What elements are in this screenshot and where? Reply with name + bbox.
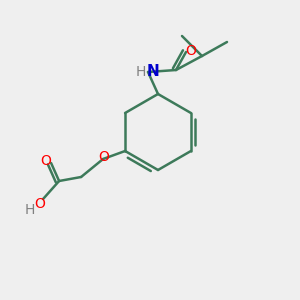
Text: H: H	[136, 65, 146, 79]
Text: O: O	[35, 197, 46, 211]
Text: H: H	[25, 203, 35, 217]
Text: O: O	[41, 154, 52, 168]
Text: N: N	[147, 64, 159, 79]
Text: O: O	[186, 44, 196, 58]
Text: O: O	[99, 150, 110, 164]
